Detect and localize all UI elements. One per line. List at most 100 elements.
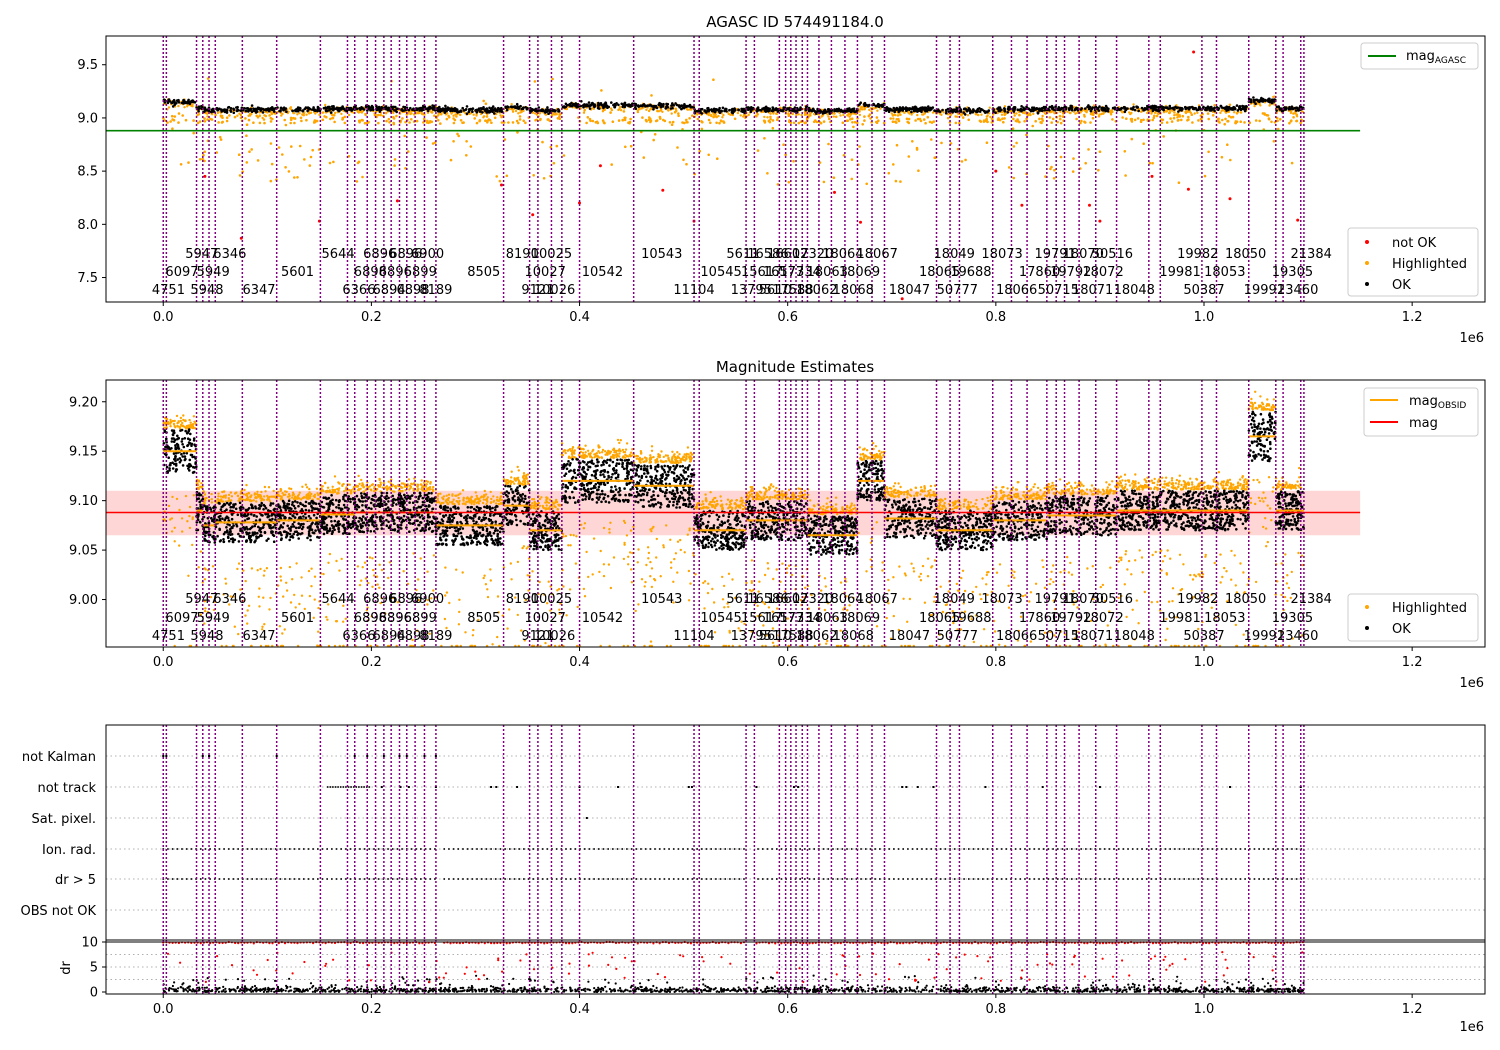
agasc-highlighted-point bbox=[1003, 117, 1006, 120]
estimates-highlighted-point bbox=[1234, 584, 1238, 587]
agasc-ok-point bbox=[210, 110, 213, 114]
agasc-ok-point bbox=[976, 107, 980, 111]
agasc-ok-point bbox=[1162, 108, 1165, 112]
agasc-ok-point bbox=[1180, 109, 1183, 112]
agasc-highlighted-point bbox=[388, 121, 391, 124]
agasc-ok-point bbox=[1180, 106, 1184, 110]
agasc-highlighted-point bbox=[203, 117, 206, 120]
agasc-highlighted-point bbox=[409, 112, 412, 116]
agasc-highlighted-point bbox=[914, 119, 917, 122]
agasc-ok-point bbox=[1241, 106, 1245, 109]
estimates-highlighted-point bbox=[203, 567, 206, 570]
agasc-ok-point bbox=[1213, 109, 1216, 113]
agasc-highlighted-point bbox=[332, 160, 335, 164]
agasc-ok-point bbox=[1260, 99, 1263, 103]
agasc-highlighted-point bbox=[892, 163, 895, 166]
estimates-highlighted-point bbox=[670, 566, 673, 569]
agasc-ok-point bbox=[177, 101, 181, 104]
estimates-highlighted-point bbox=[167, 504, 171, 508]
estimates-highlighted-point bbox=[489, 490, 492, 494]
agasc-highlighted-point bbox=[716, 157, 719, 160]
agasc-obs-label: 6097 bbox=[165, 265, 198, 280]
estimates-highlighted-point bbox=[1284, 553, 1287, 556]
agasc-highlighted-point bbox=[192, 119, 195, 122]
agasc-highlighted-point bbox=[270, 111, 273, 114]
agasc-highlighted-point bbox=[712, 115, 715, 119]
estimates-highlighted-point bbox=[1264, 496, 1267, 500]
agasc-highlighted-point bbox=[237, 153, 241, 156]
agasc-highlighted-point bbox=[1288, 121, 1291, 125]
agasc-ok-point bbox=[1124, 108, 1128, 111]
estimates-highlighted-point bbox=[881, 561, 884, 564]
estimates-highlighted-point bbox=[602, 574, 606, 578]
estimates-highlighted-point bbox=[706, 591, 710, 595]
agasc-ok-point bbox=[387, 108, 391, 112]
agasc-highlighted-point bbox=[721, 116, 724, 119]
agasc-ok-point bbox=[763, 109, 767, 113]
agasc-ok-point bbox=[246, 107, 250, 110]
agasc-highlighted-point bbox=[289, 118, 293, 122]
agasc-highlighted-point bbox=[1239, 120, 1242, 123]
estimates-highlighted-point bbox=[967, 500, 970, 504]
agasc-ok-point bbox=[522, 106, 525, 109]
agasc-highlighted-point bbox=[221, 114, 224, 118]
estimates-highlighted-point bbox=[625, 534, 629, 537]
agasc-ok-point bbox=[680, 104, 684, 107]
estimates-highlighted-point bbox=[170, 530, 174, 533]
agasc-highlighted-point bbox=[670, 112, 673, 115]
estimates-highlighted-point bbox=[1254, 502, 1257, 506]
agasc-ok-point bbox=[661, 104, 665, 107]
agasc-ok-point bbox=[773, 108, 777, 111]
agasc-highlighted-point bbox=[1184, 111, 1188, 115]
estimates-highlighted-point bbox=[919, 579, 923, 582]
agasc-highlighted-point bbox=[233, 115, 237, 119]
agasc-ok-point bbox=[1113, 106, 1117, 109]
agasc-ok-point bbox=[557, 110, 560, 113]
agasc-highlighted-point bbox=[1289, 111, 1293, 115]
agasc-highlighted-point bbox=[407, 110, 410, 114]
estimates-highlighted-point bbox=[294, 606, 297, 609]
estimates-highlighted-point bbox=[464, 631, 467, 634]
estimates-highlighted-point bbox=[612, 556, 616, 559]
agasc-highlighted-point bbox=[1109, 113, 1113, 116]
agasc-ok-point bbox=[311, 108, 314, 111]
agasc-highlighted-point bbox=[542, 177, 546, 180]
agasc-highlighted-point bbox=[772, 112, 775, 115]
estimates-highlighted-point bbox=[285, 589, 289, 592]
agasc-ok-point bbox=[279, 110, 282, 113]
agasc-highlighted-point bbox=[812, 112, 816, 116]
agasc-highlighted-point bbox=[832, 115, 835, 118]
agasc-highlighted-point bbox=[1007, 166, 1011, 169]
agasc-ok-point bbox=[1224, 106, 1227, 110]
agasc-highlighted-point bbox=[347, 113, 351, 117]
agasc-highlighted-point bbox=[1153, 114, 1156, 118]
agasc-highlighted-point bbox=[792, 159, 795, 163]
estimates-highlighted-point bbox=[1266, 540, 1270, 544]
estimates-highlighted-point bbox=[1165, 572, 1168, 575]
agasc-highlighted-point bbox=[1130, 117, 1134, 121]
estimates-highlighted-point bbox=[1130, 573, 1133, 576]
agasc-highlighted-point bbox=[1180, 118, 1183, 122]
agasc-highlighted-point bbox=[472, 113, 475, 116]
agasc-ok-point bbox=[1227, 108, 1230, 112]
agasc-highlighted-point bbox=[258, 114, 262, 117]
estimates-highlighted-point bbox=[187, 574, 190, 577]
agasc-highlighted-point bbox=[289, 121, 293, 125]
agasc-highlighted-point bbox=[268, 114, 271, 117]
agasc-obs-label: 5948 bbox=[190, 283, 223, 298]
estimates-highlighted-point bbox=[930, 565, 934, 568]
agasc-ok-point bbox=[601, 104, 605, 108]
agasc-highlighted-point bbox=[1181, 114, 1185, 118]
agasc-highlighted-point bbox=[766, 116, 769, 119]
estimates-highlighted-point bbox=[186, 520, 189, 523]
agasc-highlighted-point bbox=[518, 118, 522, 121]
estimates-highlighted-point bbox=[265, 567, 269, 570]
agasc-highlighted-point bbox=[290, 145, 293, 148]
agasc-highlighted-point bbox=[966, 114, 970, 117]
agasc-ok-point bbox=[862, 103, 866, 106]
agasc-ok-point bbox=[294, 108, 298, 111]
agasc-highlighted-point bbox=[558, 114, 561, 117]
agasc-highlighted-point bbox=[524, 121, 527, 125]
agasc-ok-point bbox=[913, 105, 917, 109]
estimates-highlighted-point bbox=[1127, 559, 1131, 563]
